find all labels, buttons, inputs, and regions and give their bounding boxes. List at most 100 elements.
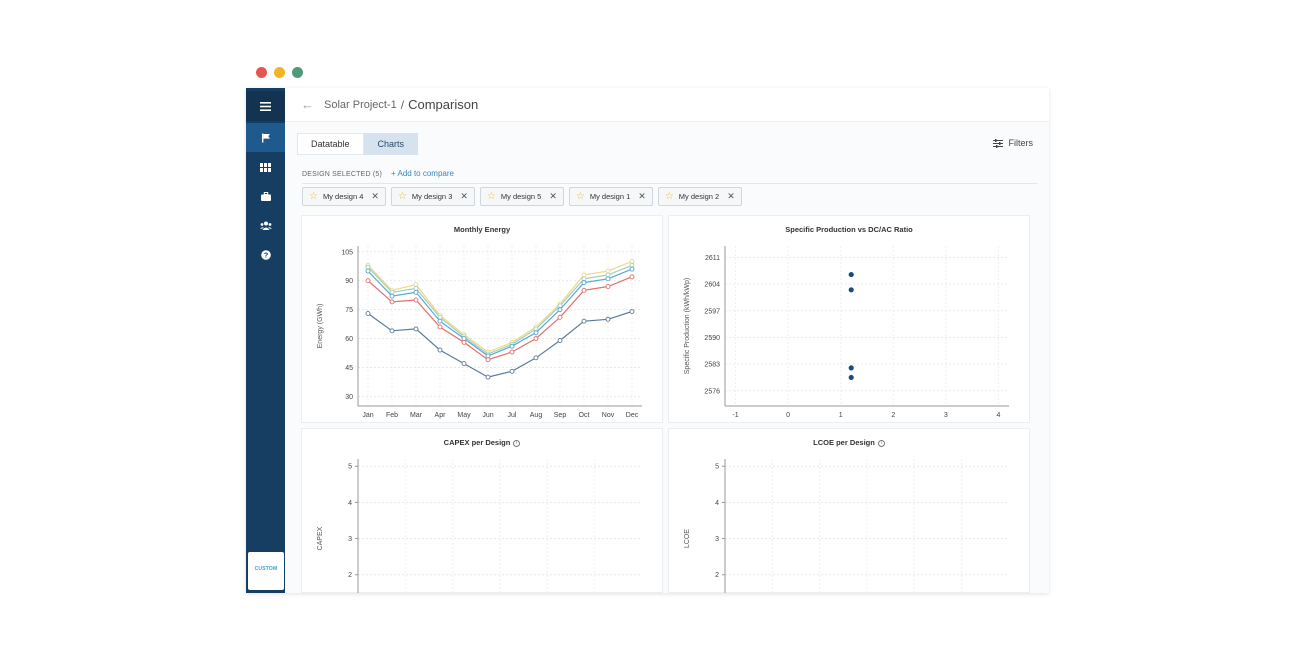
- sidebar-item-plants[interactable]: [246, 153, 285, 182]
- remove-icon[interactable]: ✕: [460, 191, 468, 201]
- add-to-compare-link[interactable]: + Add to compare: [391, 169, 454, 178]
- chip-label: My design 5: [500, 192, 542, 201]
- series-line: [367, 264, 633, 355]
- y-tick-label: 2: [348, 572, 352, 579]
- design-chip[interactable]: ☆ My design 5 ✕: [479, 187, 564, 206]
- data-point: [629, 274, 635, 280]
- data-point: [461, 339, 467, 345]
- remove-icon[interactable]: ✕: [727, 191, 735, 201]
- data-point: [437, 324, 443, 330]
- data-point: [413, 326, 419, 332]
- star-icon[interactable]: ☆: [664, 191, 674, 202]
- y-tick-label: 75: [345, 307, 353, 314]
- data-point: [461, 336, 467, 341]
- star-icon[interactable]: ☆: [397, 191, 407, 202]
- design-chip[interactable]: ☆ My design 2 ✕: [657, 187, 742, 206]
- y-tick-label: 2597: [704, 308, 720, 315]
- data-point: [533, 355, 539, 361]
- remove-icon[interactable]: ✕: [638, 191, 646, 201]
- data-point: [557, 307, 563, 313]
- data-point: [437, 347, 443, 353]
- data-point: [605, 272, 611, 278]
- info-icon[interactable]: i: [877, 439, 885, 447]
- tab-charts[interactable]: Charts: [363, 133, 419, 155]
- data-point: [605, 284, 611, 289]
- menu-icon: [260, 101, 271, 111]
- design-chip[interactable]: ☆ My design 1 ✕: [568, 187, 653, 206]
- remove-icon[interactable]: ✕: [371, 191, 379, 201]
- data-point: [389, 328, 395, 334]
- data-point: [557, 338, 563, 343]
- y-tick-label: 4: [715, 500, 719, 507]
- x-tick-label: 2: [891, 412, 895, 419]
- monthly-energy-chart[interactable]: 30 45 60 75 90 105 Jan Feb Mar Apr May Jun Jul Aug Sep…: [302, 216, 664, 424]
- star-icon[interactable]: ☆: [309, 191, 318, 202]
- star-icon[interactable]: ☆: [486, 191, 496, 202]
- app-window: ? CUSTOM ···· ← Solar Project-1 / Compar…: [246, 88, 1049, 593]
- info-icon[interactable]: i: [513, 439, 521, 447]
- y-axis-title: Energy (GWh): [317, 304, 324, 349]
- sidebar-item-projects[interactable]: [246, 123, 285, 152]
- data-point: [581, 318, 587, 324]
- filters-button[interactable]: Filters: [992, 138, 1033, 148]
- remove-icon[interactable]: ✕: [549, 191, 557, 201]
- x-tick-label: Nov: [602, 412, 615, 419]
- design-chip[interactable]: ☆ My design 4 ✕: [302, 187, 386, 206]
- x-tick-label: Dec: [626, 412, 639, 419]
- close-dot[interactable]: [256, 67, 267, 78]
- data-point: [629, 262, 635, 268]
- x-tick-label: Aug: [530, 412, 543, 419]
- series-line: [367, 310, 633, 378]
- data-point: [629, 309, 635, 314]
- data-point: [485, 357, 491, 363]
- sidebar-item-team[interactable]: [246, 211, 285, 240]
- x-tick-label: 0: [786, 412, 790, 419]
- star-icon[interactable]: ☆: [575, 191, 585, 202]
- data-point: [581, 287, 587, 293]
- data-point: [605, 276, 611, 282]
- scatter-point: [848, 287, 854, 293]
- chart-title: Monthly Energy: [453, 225, 511, 234]
- design-selected-bar: DESIGN SELECTED (5) + Add to compare: [302, 169, 1037, 184]
- chart-title-row: CAPEX per Design i: [302, 438, 662, 447]
- capex-chart[interactable]: 12345CAPEX: [302, 429, 664, 593]
- data-point: [581, 276, 587, 282]
- chart-title: Specific Production vs DC/AC Ratio: [785, 225, 913, 234]
- view-tabs: Datatable Charts: [297, 133, 419, 155]
- x-tick-label: 4: [997, 412, 1001, 419]
- help-icon: ?: [260, 249, 271, 260]
- x-tick-label: Mar: [410, 412, 423, 419]
- y-tick-label: 45: [345, 365, 353, 372]
- data-point: [365, 268, 371, 274]
- maximize-dot[interactable]: [292, 67, 303, 78]
- sidebar-item-portfolio[interactable]: [246, 182, 285, 211]
- main-content: ← Solar Project-1 / Comparison Datatable…: [285, 88, 1049, 593]
- design-chip[interactable]: ☆ My design 3 ✕: [390, 187, 475, 206]
- data-point: [389, 289, 395, 295]
- back-arrow-icon[interactable]: ←: [301, 97, 314, 112]
- series-line: [367, 276, 633, 361]
- company-logo[interactable]: CUSTOM ····: [248, 552, 284, 590]
- y-tick-label: 2604: [704, 282, 720, 289]
- briefcase-icon: [260, 192, 271, 201]
- chip-label: My design 3: [411, 192, 453, 201]
- chart-title: LCOE per Design: [813, 438, 875, 447]
- menu-button[interactable]: [246, 91, 285, 121]
- y-tick-label: 2: [715, 572, 719, 579]
- y-axis-title: CAPEX: [317, 526, 324, 550]
- sidebar-item-help[interactable]: ?: [246, 240, 285, 269]
- breadcrumb-project[interactable]: Solar Project-1: [324, 98, 397, 111]
- minimize-dot[interactable]: [274, 67, 285, 78]
- data-point: [509, 368, 515, 374]
- sliders-icon: [992, 138, 1003, 148]
- x-tick-label: Jun: [482, 412, 493, 419]
- x-tick-label: Jan: [362, 412, 373, 419]
- sidebar: ? CUSTOM ····: [246, 88, 285, 593]
- scatter-point: [848, 374, 854, 381]
- lcoe-chart[interactable]: 12345LCOE: [669, 429, 1031, 593]
- tab-datatable[interactable]: Datatable: [297, 133, 364, 155]
- svg-text:?: ?: [263, 250, 268, 259]
